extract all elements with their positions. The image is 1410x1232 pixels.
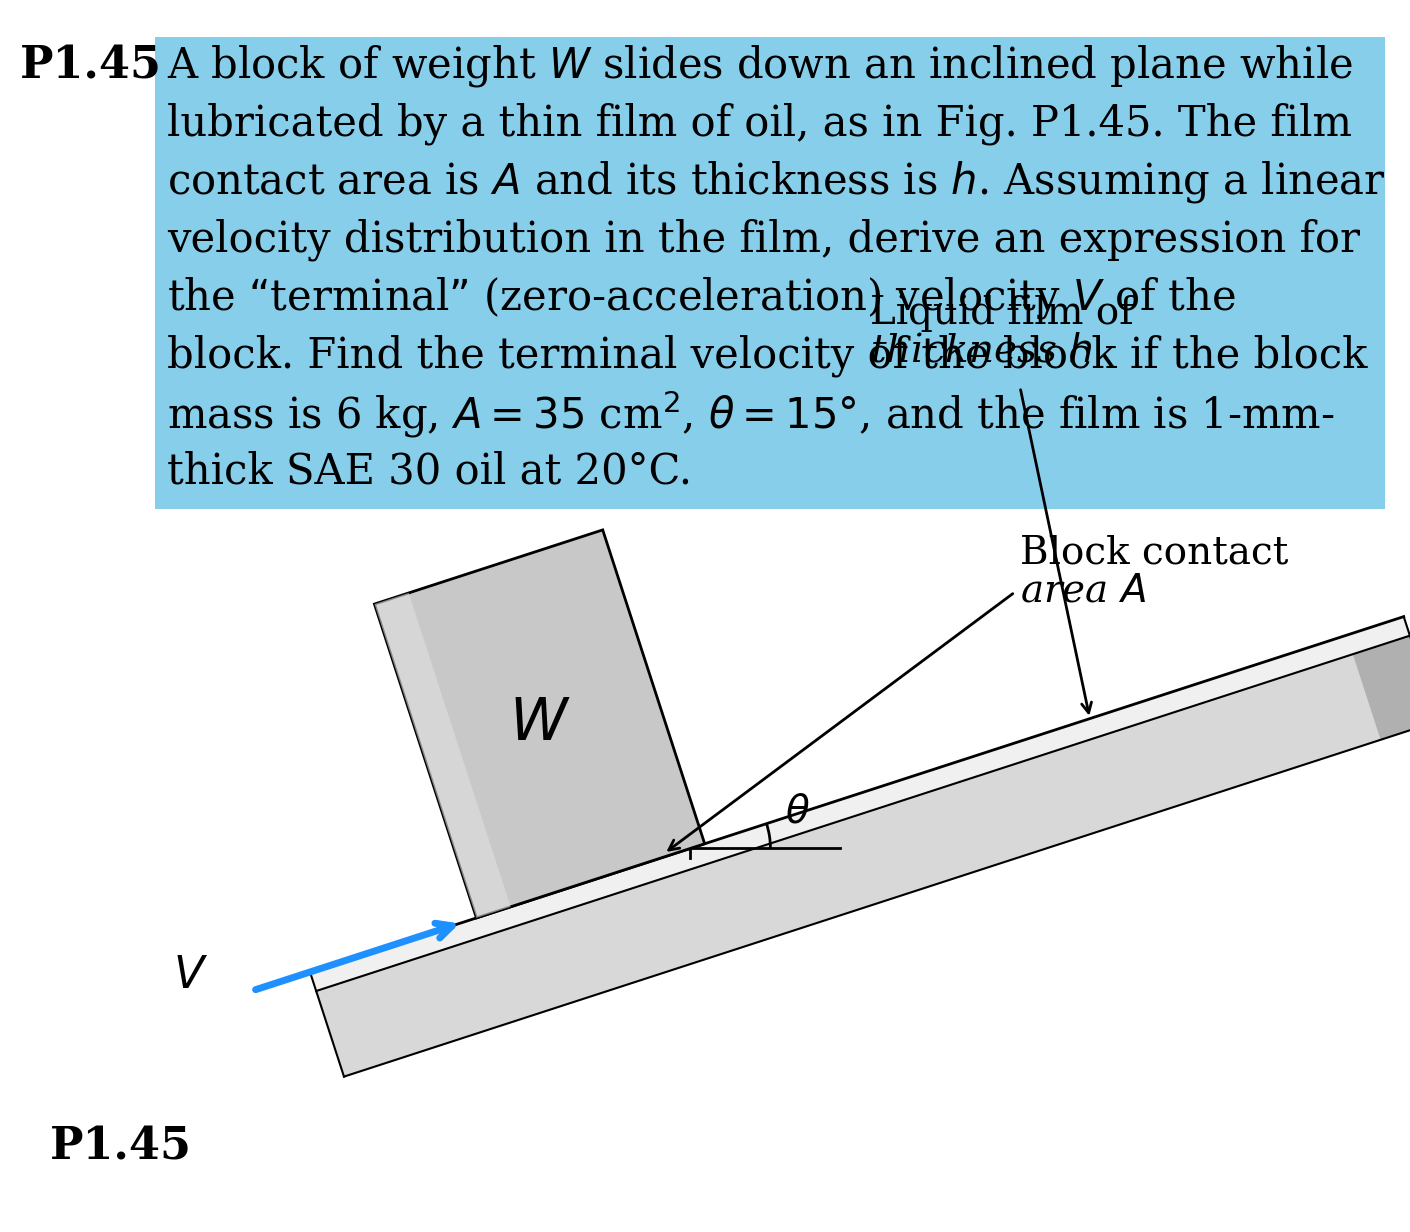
Text: mass is 6 kg, $A = 35$ cm$^2$, $\theta = 15°$, and the film is 1-mm-: mass is 6 kg, $A = 35$ cm$^2$, $\theta =… (166, 388, 1334, 440)
Text: contact area is $A$ and its thickness is $h$. Assuming a linear: contact area is $A$ and its thickness is… (166, 159, 1386, 205)
Text: $V$: $V$ (173, 954, 207, 997)
Polygon shape (375, 530, 705, 918)
Text: velocity distribution in the film, derive an expression for: velocity distribution in the film, deriv… (166, 219, 1361, 261)
Text: $\theta$: $\theta$ (785, 793, 811, 830)
FancyBboxPatch shape (155, 37, 1385, 92)
Text: P1.45: P1.45 (49, 1126, 192, 1168)
Text: the “terminal” (zero-acceleration) velocity $V$ of the: the “terminal” (zero-acceleration) veloc… (166, 275, 1235, 322)
Text: Block contact: Block contact (1019, 535, 1289, 572)
FancyBboxPatch shape (155, 153, 1385, 209)
Polygon shape (375, 593, 510, 918)
Text: thickness $h$: thickness $h$ (870, 333, 1093, 370)
Text: A block of weight $W$ slides down an inclined plane while: A block of weight $W$ slides down an inc… (166, 43, 1352, 89)
Text: thick SAE 30 oil at 20°C.: thick SAE 30 oil at 20°C. (166, 451, 692, 493)
FancyBboxPatch shape (155, 37, 1385, 509)
FancyBboxPatch shape (155, 326, 1385, 383)
Text: P1.45: P1.45 (20, 44, 162, 87)
Text: block. Find the terminal velocity of the block if the block: block. Find the terminal velocity of the… (166, 335, 1368, 377)
Text: area $A$: area $A$ (1019, 573, 1146, 610)
FancyBboxPatch shape (155, 211, 1385, 267)
Text: Liquid film of: Liquid film of (870, 294, 1134, 331)
Text: $W$: $W$ (509, 696, 571, 753)
Polygon shape (310, 617, 1410, 991)
FancyBboxPatch shape (155, 269, 1385, 325)
FancyBboxPatch shape (155, 95, 1385, 152)
Text: lubricated by a thin film of oil, as in Fig. P1.45. The film: lubricated by a thin film of oil, as in … (166, 102, 1352, 145)
Polygon shape (316, 636, 1410, 1077)
FancyBboxPatch shape (155, 444, 1385, 499)
FancyBboxPatch shape (155, 384, 1385, 441)
Polygon shape (1352, 636, 1410, 739)
